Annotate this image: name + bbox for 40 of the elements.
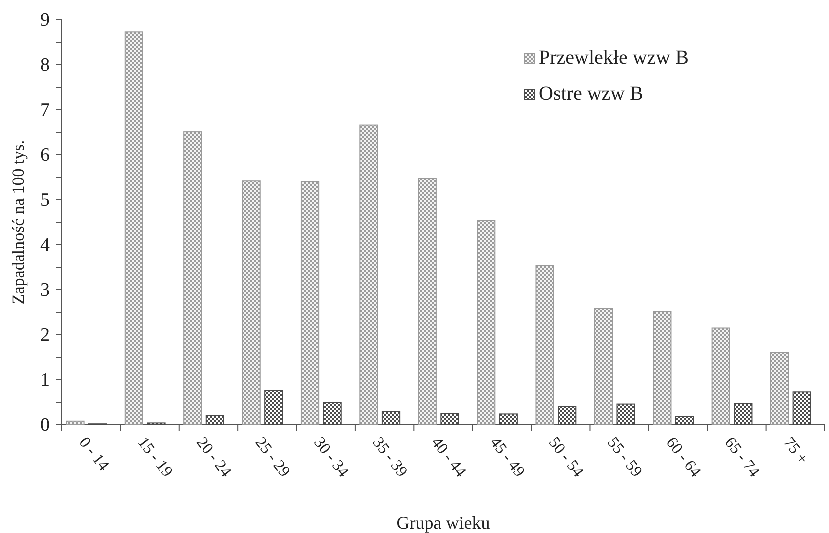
x-tick-label: 15 - 19 (134, 434, 176, 481)
bar (360, 124, 378, 426)
bar (66, 420, 85, 426)
bar (770, 352, 790, 426)
bar (184, 132, 202, 426)
bar (124, 32, 144, 426)
x-axis-title: Grupa wieku (396, 513, 490, 533)
y-tick-label: 4 (40, 235, 50, 256)
bar (477, 220, 496, 426)
x-tick-label: 20 - 24 (193, 434, 234, 481)
y-tick-label: 0 (40, 415, 50, 436)
legend-label: Przewlekłe wzw B (539, 47, 689, 69)
y-tick-label: 9 (40, 10, 50, 32)
x-tick-label: 75 + (780, 434, 812, 468)
y-tick-label: 8 (40, 55, 50, 76)
x-tick-label: 35 - 39 (369, 434, 411, 481)
x-tick-label: 25 - 29 (252, 434, 294, 481)
legend-label: Ostre wzw B (539, 83, 644, 105)
y-tick-label: 5 (40, 190, 50, 212)
y-axis-title: Zapadalność na 100 tys. (9, 140, 28, 305)
x-tick-label: 30 - 34 (310, 434, 352, 481)
bar (536, 265, 554, 426)
x-tick-label: 50 - 54 (545, 434, 587, 481)
x-tick-label: 65 - 74 (721, 434, 763, 481)
bar (594, 308, 614, 426)
bar (653, 311, 672, 426)
y-tick-label: 3 (40, 280, 50, 302)
x-tick-label: 45 - 49 (486, 434, 528, 481)
x-tick-label: 55 - 59 (604, 434, 646, 481)
x-tick-label: 40 - 44 (428, 434, 470, 481)
y-tick-label: 6 (40, 145, 50, 166)
bar (712, 328, 730, 426)
y-tick-label: 1 (40, 370, 50, 392)
x-tick-label: 60 - 64 (662, 434, 704, 481)
y-tick-label: 7 (40, 100, 50, 122)
bar (242, 180, 261, 426)
bar (418, 178, 437, 426)
x-tick-label: 0 - 14 (76, 434, 112, 474)
bar (300, 182, 320, 426)
y-tick-label: 2 (40, 325, 50, 346)
